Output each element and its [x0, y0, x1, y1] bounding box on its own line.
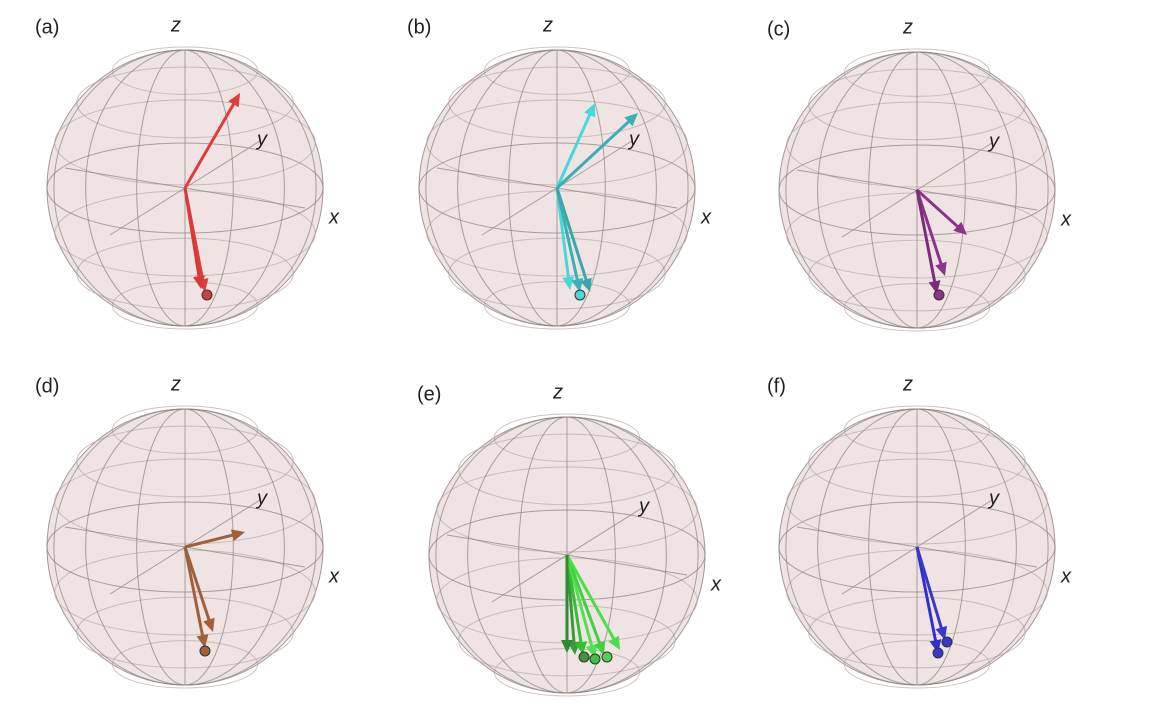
x-label: x [700, 206, 712, 228]
x-label: x [328, 565, 340, 587]
state-vector [565, 554, 602, 647]
state-point [589, 653, 601, 665]
state-vector [915, 189, 937, 285]
panel-label: (d) [35, 375, 59, 397]
bloch-sphere: (f) z y x [767, 373, 1072, 689]
state-vector [555, 187, 589, 283]
z-label: z [552, 381, 563, 403]
arrow-head [193, 275, 205, 289]
panel-label: (a) [35, 16, 59, 38]
bloch-sphere: (b) z y x [407, 14, 712, 330]
y-label: y [987, 130, 1000, 152]
arrow-head [203, 617, 215, 632]
state-vector [555, 111, 593, 189]
z-label: z [542, 14, 553, 36]
state-vector [565, 554, 617, 642]
arrow-head [608, 635, 620, 650]
z-label: z [170, 373, 181, 395]
state-point [933, 289, 945, 301]
y-label: y [637, 495, 650, 517]
panel-label: (e) [417, 383, 441, 405]
arrow-head [953, 221, 967, 235]
state-vector [183, 100, 237, 189]
state-vector [183, 546, 212, 623]
arrow-head [561, 640, 573, 653]
state-vector [183, 187, 201, 280]
bloch-sphere: (e) z y x [417, 381, 722, 697]
state-vector [555, 118, 632, 190]
arrow-head [571, 278, 584, 292]
arrow-head [562, 276, 575, 290]
z-label: z [902, 16, 913, 38]
panel-label: (b) [407, 16, 431, 38]
arrow-head [593, 640, 606, 655]
state-vector [915, 546, 944, 631]
state-vector [915, 188, 961, 230]
z-label: z [170, 14, 181, 36]
y-label: y [255, 487, 268, 509]
state-point [201, 289, 213, 301]
x-label: x [328, 206, 340, 228]
state-point [578, 651, 590, 663]
x-label: x [710, 573, 722, 595]
panel-label: (f) [767, 375, 786, 397]
z-label: z [902, 373, 913, 395]
state-point [574, 289, 586, 301]
arrow-head [228, 93, 240, 108]
state-vector [915, 189, 944, 267]
state-vector [183, 546, 205, 639]
bloch-sphere: (a) z y x [35, 14, 340, 330]
x-label: x [1060, 565, 1072, 587]
arrow-head [230, 529, 245, 541]
y-label: y [255, 128, 268, 150]
state-point [932, 647, 944, 659]
arrow-head [935, 625, 947, 640]
arrow-head [935, 261, 947, 276]
state-vector [184, 532, 236, 549]
arrow-head [584, 103, 596, 118]
panel-label: (c) [767, 18, 790, 40]
arrow-head [624, 113, 638, 127]
arrow-head [196, 634, 209, 648]
bloch-sphere: (d) z y x [35, 373, 340, 689]
state-vector [565, 554, 583, 646]
y-label: y [987, 487, 1000, 509]
state-vector [915, 546, 938, 644]
state-point [941, 636, 953, 648]
x-label: x [1060, 208, 1072, 230]
arrow-head [580, 277, 592, 292]
state-point [199, 645, 211, 657]
state-point [601, 651, 613, 663]
bloch-sphere: (c) z y x [767, 16, 1072, 332]
y-label: y [627, 128, 640, 150]
